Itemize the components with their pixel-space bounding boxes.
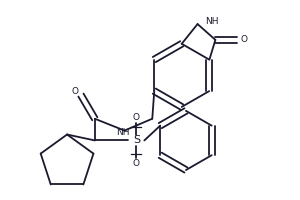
Text: NH: NH: [116, 128, 129, 137]
Text: NH: NH: [206, 17, 219, 26]
Text: O: O: [241, 35, 248, 44]
Text: O: O: [133, 113, 140, 122]
Text: S: S: [133, 135, 140, 145]
Text: O: O: [71, 87, 79, 96]
Text: O: O: [133, 159, 140, 168]
